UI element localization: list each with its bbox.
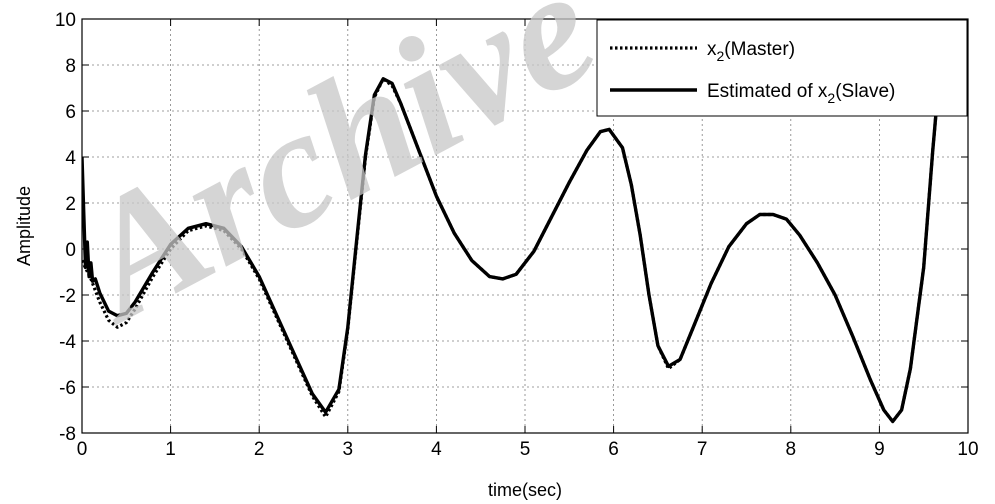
y-tick-label: -8 [59, 424, 76, 445]
y-tick-label: -2 [59, 286, 76, 307]
x-tick-label: 6 [608, 439, 619, 460]
y-axis-label: Amplitude [14, 186, 34, 266]
series-line-2 [82, 77, 939, 424]
x-tick-label: 8 [786, 439, 797, 460]
y-tick-label: 4 [65, 148, 76, 169]
legend: x2(Master) Estimated of x2(Slave) [596, 19, 968, 117]
x-tick-label: 1 [165, 439, 176, 460]
y-tick-label: 0 [65, 240, 76, 261]
series-lines [82, 77, 939, 424]
tick-labels: 0 1 2 3 4 5 6 7 8 9 10 -8 -6 -4 -2 0 2 4 6 8 10 [55, 10, 979, 460]
grid-lines [82, 19, 968, 433]
x-tick-label: 7 [697, 439, 708, 460]
y-tick-label: 2 [65, 194, 76, 215]
plot-frame [81, 18, 969, 434]
y-tick-label: 6 [65, 102, 76, 123]
x-tick-label: 5 [520, 439, 531, 460]
x-axis-label: time(sec) [488, 480, 562, 500]
y-tick-label: -4 [59, 332, 76, 353]
legend-label-1: x2(Master) [707, 39, 795, 64]
x-tick-label: 3 [343, 439, 354, 460]
x-tick-label: 10 [957, 439, 978, 460]
x-tick-label: 9 [874, 439, 885, 460]
legend-box [596, 19, 968, 117]
x-tick-label: 0 [77, 439, 88, 460]
y-tick-label: 10 [55, 10, 76, 31]
legend-label-2: Estimated of x2(Slave) [707, 81, 895, 106]
y-tick-label: 8 [65, 56, 76, 77]
x-tick-label: 4 [431, 439, 442, 460]
y-tick-label: -6 [59, 378, 76, 399]
x-tick-label: 2 [254, 439, 265, 460]
